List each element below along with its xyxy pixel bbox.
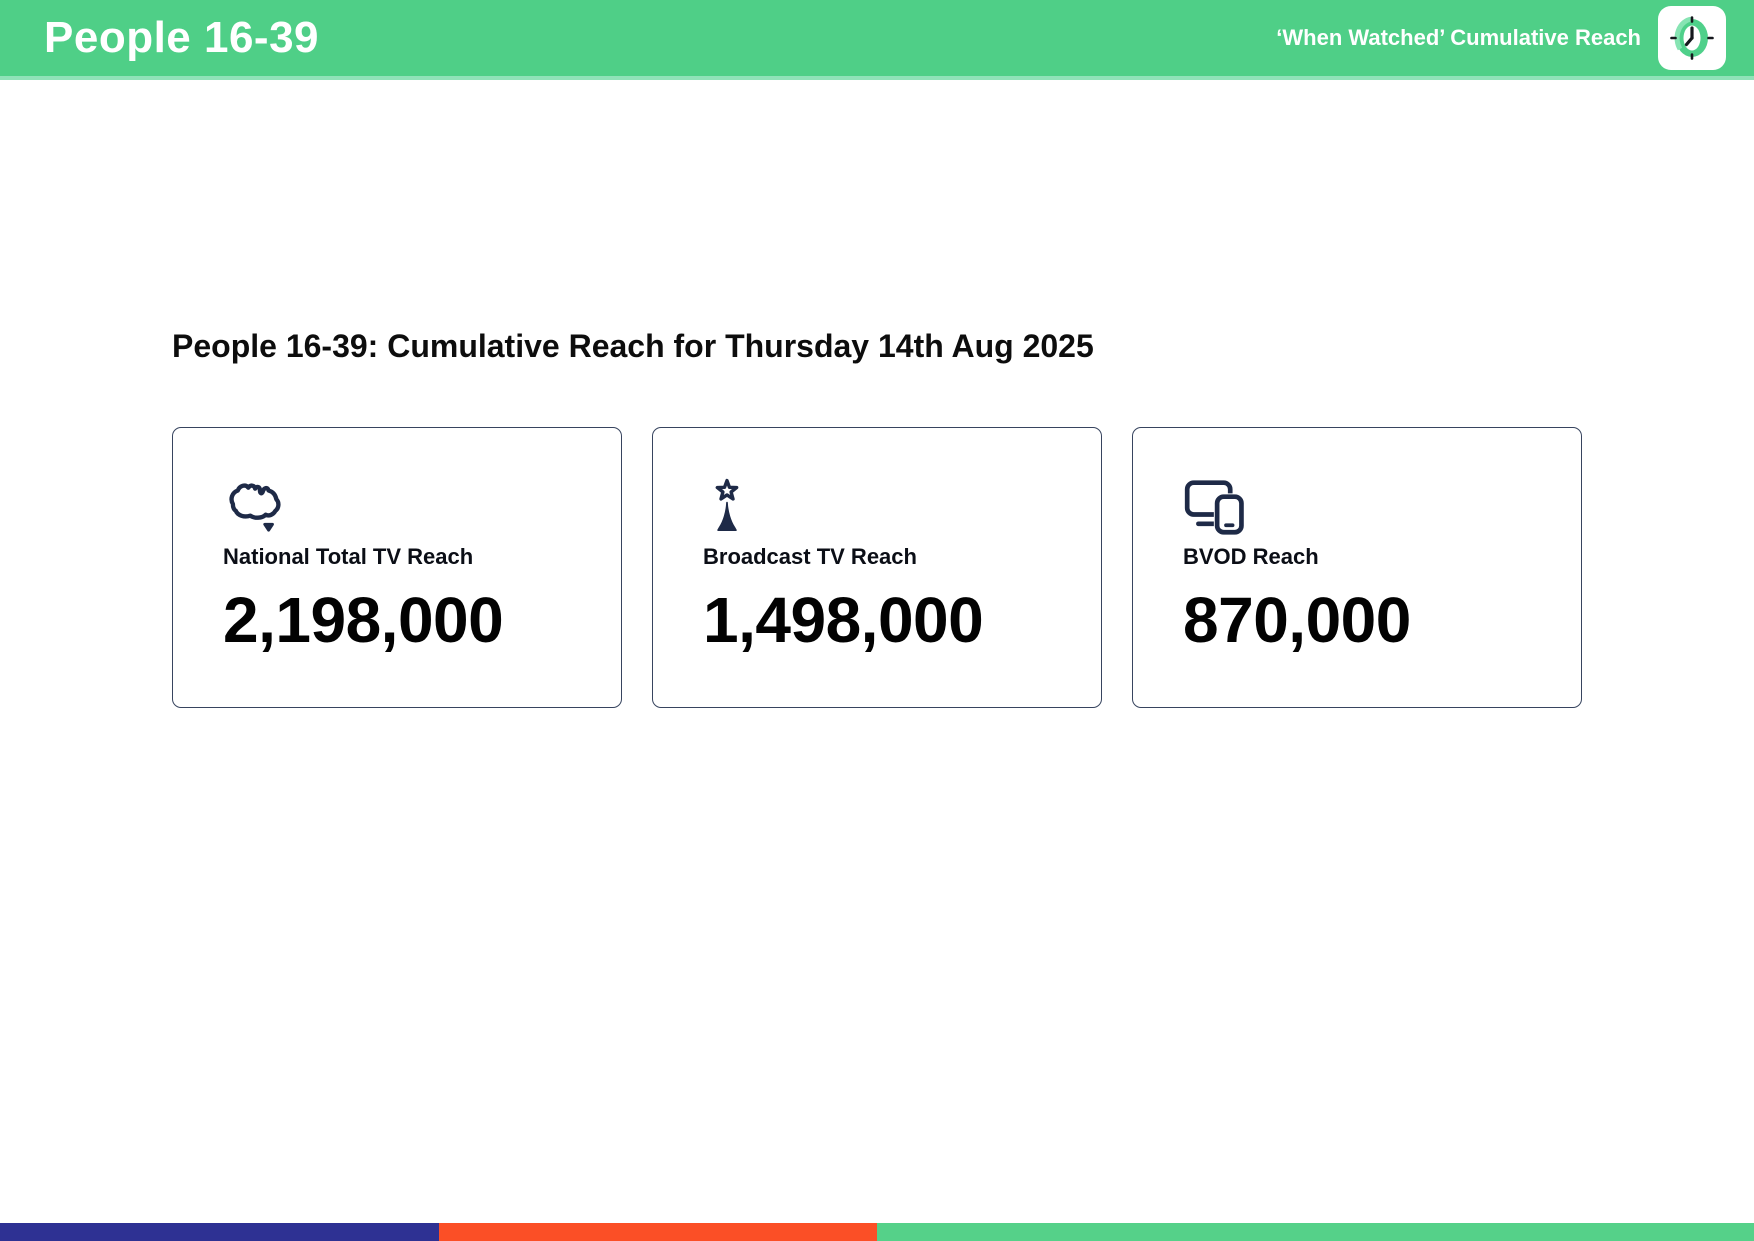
header-right-group: ‘When Watched’ Cumulative Reach: [1276, 6, 1726, 70]
card-label: BVOD Reach: [1183, 543, 1319, 569]
broadcast-tower-icon: [703, 478, 1051, 534]
card-value: 870,000: [1183, 583, 1411, 656]
card-value: 1,498,000: [703, 583, 984, 656]
australia-map-icon: [223, 478, 571, 534]
stat-cards-row: National Total TV Reach 2,198,000 Broadc…: [172, 426, 1582, 708]
report-heading: People 16-39: Cumulative Reach for Thurs…: [172, 328, 1094, 364]
main-content: People 16-39: Cumulative Reach for Thurs…: [0, 80, 1754, 1223]
card-broadcast-tv-reach: Broadcast TV Reach 1,498,000: [652, 426, 1102, 708]
card-value: 2,198,000: [223, 583, 504, 656]
page-title: People 16-39: [44, 13, 320, 62]
footer-segment-1: [438, 1223, 877, 1241]
footer-segment-0: [0, 1223, 439, 1241]
card-bvod-reach: BVOD Reach 870,000: [1132, 426, 1582, 708]
card-national-total-tv-reach: National Total TV Reach 2,198,000: [172, 426, 622, 708]
card-label: Broadcast TV Reach: [703, 543, 917, 569]
clock-icon: [1658, 6, 1726, 70]
card-label: National Total TV Reach: [223, 543, 474, 569]
footer-brand-bar: [0, 1223, 1754, 1241]
header-subtitle: ‘When Watched’ Cumulative Reach: [1276, 25, 1641, 50]
devices-icon: [1183, 478, 1531, 536]
footer-segment-2: [877, 1223, 1754, 1241]
header-bar: People 16-39 ‘When Watched’ Cumulative R…: [0, 0, 1754, 80]
